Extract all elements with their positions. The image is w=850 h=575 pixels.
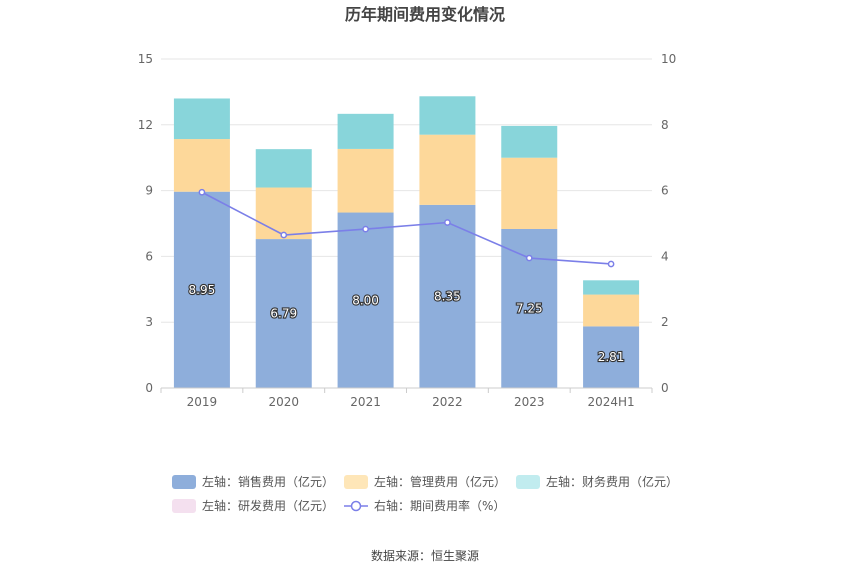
bar-segment-2 bbox=[255, 187, 312, 240]
legend-item: 左轴：管理费用（亿元） bbox=[344, 474, 506, 489]
bar-segment-1 bbox=[583, 326, 640, 388]
chart-title: 历年期间费用变化情况 bbox=[345, 5, 505, 24]
legend-swatch bbox=[344, 475, 368, 489]
expense-rate-point bbox=[444, 219, 451, 226]
y-right-tick-label: 10 bbox=[661, 52, 676, 66]
legend-item: 左轴：销售费用（亿元） bbox=[172, 474, 334, 489]
legend-label: 左轴：研发费用（亿元） bbox=[202, 498, 334, 513]
bar-data-label: 8.00 bbox=[352, 293, 379, 307]
x-tick-label: 2021 bbox=[350, 395, 381, 409]
source-text: 数据来源：恒生聚源 bbox=[371, 548, 479, 563]
legend-swatch bbox=[172, 475, 196, 489]
bar-data-label: 2.81 bbox=[598, 350, 625, 364]
expense-rate-point bbox=[525, 254, 533, 262]
bar-segment-3 bbox=[255, 149, 312, 188]
y-left-tick-label: 3 bbox=[145, 315, 153, 329]
legend: 左轴：销售费用（亿元） 左轴：管理费用（亿元） 左轴：财务费用（亿元） 左轴：研发费用… bbox=[172, 474, 678, 513]
expense-rate-line bbox=[201, 191, 612, 265]
y-left-tick-label: 12 bbox=[138, 118, 153, 132]
grid-layer bbox=[161, 58, 652, 323]
bar-segment-1 bbox=[255, 239, 312, 388]
x-tick-label: 2020 bbox=[268, 395, 299, 409]
y-left-tick-label: 0 bbox=[145, 381, 153, 395]
bar-segment-2 bbox=[337, 148, 394, 213]
bar-data-label: 8.35 bbox=[434, 289, 461, 303]
legend-marker-swatch bbox=[350, 500, 362, 512]
expense-rate-point bbox=[280, 231, 288, 239]
x-tick-label: 2023 bbox=[514, 395, 545, 409]
y-right-tick-label: 0 bbox=[661, 381, 669, 395]
legend-label: 右轴：期间费用率（%） bbox=[374, 498, 505, 513]
expense-rate-point bbox=[198, 188, 206, 196]
bar-data-label: 7.25 bbox=[516, 301, 543, 315]
bar-segment-2 bbox=[583, 294, 640, 327]
bar-segment-1 bbox=[419, 204, 476, 388]
bar-segment-3 bbox=[173, 98, 230, 140]
bar-segment-2 bbox=[173, 139, 230, 192]
bar-segment-2 bbox=[501, 157, 558, 229]
label-layer: 8.95 6.79 8.00 8.35 7.25 2.81 bbox=[187, 282, 625, 366]
line-layer bbox=[198, 188, 615, 268]
bar-segment-2 bbox=[419, 134, 476, 205]
bar-segment-3 bbox=[419, 96, 476, 135]
legend-label: 左轴：管理费用（亿元） bbox=[374, 474, 506, 489]
legend-label: 左轴：财务费用（亿元） bbox=[546, 474, 678, 489]
y-left-tick-label: 6 bbox=[145, 249, 153, 263]
bar-segment-1 bbox=[173, 191, 230, 388]
y-right-tick-label: 4 bbox=[661, 249, 669, 263]
x-tick-label: 2019 bbox=[187, 395, 218, 409]
y-right-tick-label: 2 bbox=[661, 315, 669, 329]
legend-swatch bbox=[172, 499, 196, 513]
y-right-tick-label: 8 bbox=[661, 118, 669, 132]
legend-item: 左轴：财务费用（亿元） bbox=[516, 474, 678, 489]
expense-rate-point bbox=[362, 225, 369, 233]
bar-segment-3 bbox=[501, 125, 558, 158]
expense-rate-point bbox=[607, 260, 615, 268]
bar-segment-1 bbox=[337, 212, 394, 388]
y-right-tick-label: 6 bbox=[661, 184, 669, 198]
x-tick-label: 2024H1 bbox=[587, 395, 634, 409]
legend-item: 右轴：期间费用率（%） bbox=[344, 498, 505, 513]
y-left-tick-label: 15 bbox=[138, 52, 153, 66]
bar-data-label: 6.79 bbox=[270, 307, 297, 321]
bar-segment-3 bbox=[337, 113, 394, 149]
legend-item: 左轴：研发费用（亿元） bbox=[172, 498, 334, 513]
axis-layer: 0 3 6 9 12 15 0 2 4 6 8 10 2019 2020 2021 2022 2023 2024H… bbox=[138, 52, 677, 409]
bar-layer bbox=[173, 96, 640, 388]
bar-segment-3 bbox=[583, 280, 640, 295]
x-tick-label: 2022 bbox=[432, 395, 463, 409]
legend-label: 左轴：销售费用（亿元） bbox=[202, 474, 334, 489]
legend-swatch bbox=[516, 475, 540, 489]
bar-data-label: 8.95 bbox=[189, 283, 216, 297]
y-left-tick-label: 9 bbox=[145, 184, 153, 198]
